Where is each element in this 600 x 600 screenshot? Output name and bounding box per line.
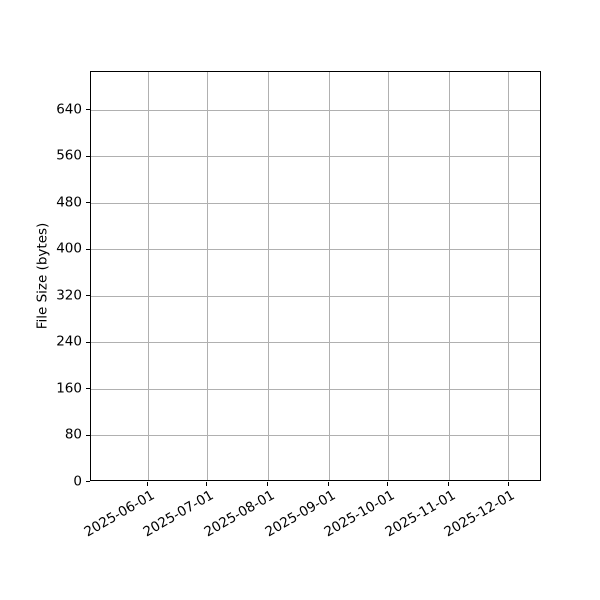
- x-tick-mark: [147, 482, 149, 486]
- y-axis-label: File Size (bytes): [34, 222, 51, 330]
- x-tick-mark: [206, 482, 208, 486]
- plot-area: [90, 71, 541, 481]
- y-tick-label: 0: [73, 472, 82, 489]
- x-tick-mark: [507, 482, 509, 486]
- y-tick-mark: [86, 295, 90, 297]
- y-tick-mark: [86, 109, 90, 111]
- y-tick-mark: [86, 155, 90, 157]
- x-tick-mark: [448, 482, 450, 486]
- x-gridline: [387, 72, 389, 480]
- y-gridline: [91, 249, 540, 251]
- y-gridline: [91, 156, 540, 158]
- x-gridline: [328, 72, 330, 480]
- x-gridline: [448, 72, 450, 480]
- y-tick-label: 320: [56, 286, 82, 303]
- y-gridline: [91, 202, 540, 204]
- y-gridline: [91, 342, 540, 344]
- y-tick-mark: [86, 341, 90, 343]
- y-gridline: [91, 295, 540, 297]
- y-tick-label: 480: [56, 193, 82, 210]
- x-tick-mark: [328, 482, 330, 486]
- y-tick-mark: [86, 202, 90, 204]
- y-gridline: [91, 109, 540, 111]
- x-gridline: [147, 72, 149, 480]
- y-tick-mark: [86, 388, 90, 390]
- x-tick-mark: [387, 482, 389, 486]
- y-tick-label: 400: [56, 240, 82, 257]
- y-tick-label: 560: [56, 147, 82, 164]
- x-gridline: [508, 72, 510, 480]
- y-gridline: [91, 388, 540, 390]
- y-tick-label: 240: [56, 333, 82, 350]
- y-gridline: [91, 435, 540, 437]
- y-tick-label: 640: [56, 101, 82, 118]
- x-gridline: [206, 72, 208, 480]
- y-tick-label: 160: [56, 379, 82, 396]
- y-tick-mark: [86, 481, 90, 482]
- x-tick-mark: [267, 482, 269, 486]
- y-tick-mark: [86, 248, 90, 250]
- x-gridline: [267, 72, 269, 480]
- y-tick-label: 80: [64, 426, 82, 443]
- y-tick-mark: [86, 434, 90, 436]
